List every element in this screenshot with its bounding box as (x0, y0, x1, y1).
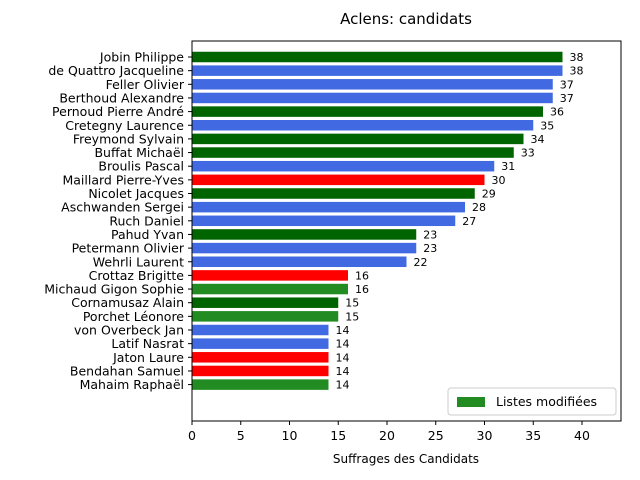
bar-jobin-philippe (192, 51, 563, 63)
y-tick-label-freymond-sylvain: Freymond Sylvain (73, 131, 184, 146)
data-label-petermann-olivier: 23 (423, 242, 437, 255)
y-tick-label-petermann-olivier: Petermann Olivier (72, 241, 185, 256)
data-label-von-overbeck-jan: 14 (336, 324, 350, 337)
y-tick-label-pahud-yvan: Pahud Yvan (111, 227, 184, 242)
data-label-nicolet-jacques: 29 (482, 188, 496, 201)
data-label-jobin-philippe: 38 (570, 51, 584, 64)
y-tick-label-crottaz-brigitte: Crottaz Brigitte (89, 268, 185, 283)
plot-area-frame (191, 40, 622, 422)
bar-jaton-laure (192, 352, 329, 363)
legend: Listes modifiées (447, 387, 617, 416)
bar-wehrli-laurent (192, 256, 407, 267)
bar-feller-olivier (192, 79, 553, 90)
x-axis-ticks: 0 5 10 15 20 25 30 35 40 (188, 421, 590, 443)
bar-pahud-yvan (192, 229, 417, 240)
y-tick-label-feller-olivier: Feller Olivier (106, 77, 185, 92)
bar-mahaim-raphael (192, 379, 329, 390)
data-label-de-quattro-jacqueline: 38 (570, 65, 584, 78)
data-label-feller-olivier: 37 (560, 78, 574, 91)
x-tick-label-20: 20 (379, 428, 395, 443)
x-tick-label-5: 5 (237, 428, 245, 443)
data-label-crottaz-brigitte: 16 (355, 269, 369, 282)
x-tick-label-10: 10 (282, 428, 298, 443)
bar-broulis-pascal (192, 160, 495, 172)
data-label-buffat-michael: 33 (521, 147, 535, 160)
y-tick-label-michaud-gigon-sophie: Michaud Gigon Sophie (44, 282, 184, 297)
y-tick-label-mahaim-raphael: Mahaim Raphaël (80, 377, 184, 392)
bar-michaud-gigon-sophie (192, 283, 348, 295)
y-tick-label-de-quattro-jacqueline: de Quattro Jacqueline (48, 63, 184, 78)
data-label-bendahan-samuel: 14 (336, 365, 350, 378)
y-tick-label-aschwanden-sergei: Aschwanden Sergei (61, 200, 184, 215)
y-tick-label-jaton-laure: Jaton Laure (112, 350, 184, 365)
y-tick-label-nicolet-jacques: Nicolet Jacques (88, 186, 184, 201)
bar-ruch-daniel (192, 215, 456, 227)
y-tick-label-pernoud-pierre-andre: Pernoud Pierre André (52, 104, 184, 119)
data-label-latif-nasrat: 14 (336, 338, 350, 351)
bar-porchet-leonore (192, 311, 339, 322)
y-tick-label-bendahan-samuel: Bendahan Samuel (70, 363, 184, 378)
data-label-berthoud-alexandre: 37 (560, 92, 574, 105)
y-tick-label-buffat-michael: Buffat Michaël (94, 145, 184, 160)
x-tick-label-40: 40 (574, 428, 590, 443)
x-tick-label-25: 25 (428, 428, 444, 443)
bar-nicolet-jacques (192, 188, 475, 199)
bar-de-quattro-jacqueline (192, 65, 563, 76)
y-tick-label-wehrli-laurent: Wehrli Laurent (93, 254, 184, 269)
data-label-jaton-laure: 14 (336, 351, 350, 364)
y-tick-label-cretegny-laurence: Cretegny Laurence (65, 118, 184, 133)
data-label-cretegny-laurence: 35 (540, 119, 554, 132)
y-tick-label-porchet-leonore: Porchet Léonore (83, 309, 184, 324)
bar-latif-nasrat (192, 338, 329, 349)
data-label-pahud-yvan: 23 (423, 228, 437, 241)
x-axis-label: Suffrages des Candidats (333, 452, 479, 466)
data-label-porchet-leonore: 15 (345, 310, 359, 323)
bar-aschwanden-sergei (192, 201, 465, 213)
y-tick-label-jobin-philippe: Jobin Philippe (99, 50, 184, 65)
data-label-michaud-gigon-sophie: 16 (355, 283, 369, 296)
legend-swatch-listes-modifiees (457, 397, 485, 407)
chart-title: Aclens: candidats (340, 10, 472, 28)
data-label-cornamusaz-alain: 15 (345, 297, 359, 310)
data-label-maillard-pierre-yves: 30 (492, 174, 506, 187)
bar-bendahan-samuel (192, 365, 329, 377)
x-tick-label-30: 30 (477, 428, 493, 443)
bar-buffat-michael (192, 147, 514, 158)
data-label-mahaim-raphael: 14 (336, 379, 350, 392)
y-tick-label-maillard-pierre-yves: Maillard Pierre-Yves (62, 172, 184, 187)
x-tick-label-35: 35 (525, 428, 541, 443)
y-tick-label-ruch-daniel: Ruch Daniel (109, 213, 184, 228)
y-tick-label-cornamusaz-alain: Cornamusaz Alain (71, 295, 184, 310)
data-label-ruch-daniel: 27 (462, 215, 476, 228)
bar-maillard-pierre-yves (192, 174, 485, 186)
bar-berthoud-alexandre (192, 92, 553, 104)
bar-von-overbeck-jan (192, 324, 329, 336)
bar-crottaz-brigitte (192, 270, 348, 281)
x-tick-label-15: 15 (330, 428, 346, 443)
bars-layer (192, 51, 563, 390)
data-label-wehrli-laurent: 22 (414, 256, 428, 269)
data-label-aschwanden-sergei: 28 (472, 201, 486, 214)
bar-petermann-olivier (192, 242, 417, 254)
data-label-pernoud-pierre-andre: 36 (550, 106, 564, 119)
x-tick-label-0: 0 (188, 428, 196, 443)
data-label-broulis-pascal: 31 (501, 160, 515, 173)
legend-label-listes-modifiees: Listes modifiées (496, 394, 597, 409)
y-tick-label-berthoud-alexandre: Berthoud Alexandre (59, 90, 184, 105)
y-tick-label-latif-nasrat: Latif Nasrat (111, 336, 184, 351)
legend-box (447, 387, 617, 416)
data-labels: 3838373736353433313029282723232216161515… (336, 51, 584, 392)
bar-freymond-sylvain (192, 133, 524, 145)
data-label-freymond-sylvain: 34 (531, 133, 545, 146)
bar-cornamusaz-alain (192, 297, 339, 308)
y-tick-label-broulis-pascal: Broulis Pascal (98, 159, 184, 174)
bar-pernoud-pierre-andre (192, 106, 543, 117)
y-tick-label-von-overbeck-jan: von Overbeck Jan (74, 323, 184, 338)
bar-cretegny-laurence (192, 120, 534, 131)
